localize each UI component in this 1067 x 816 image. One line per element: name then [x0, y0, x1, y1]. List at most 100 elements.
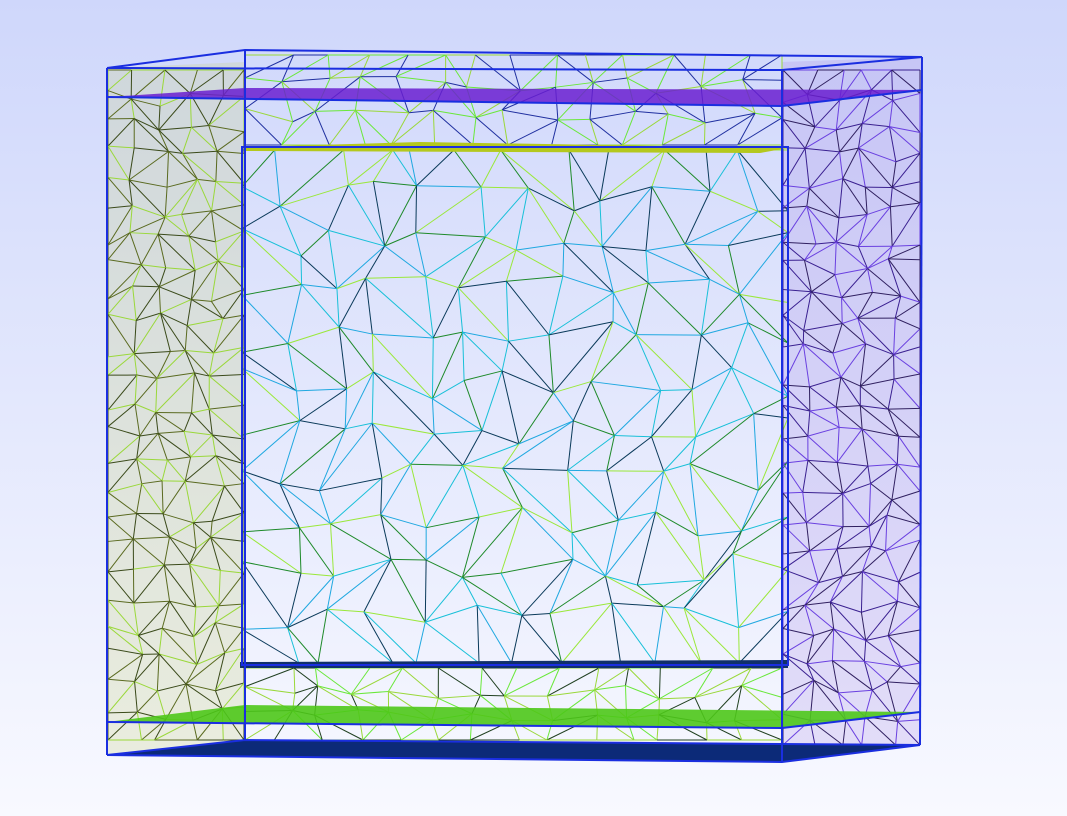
mesh-edge — [300, 572, 334, 577]
mesh-edge — [197, 179, 213, 212]
mesh-edge — [395, 54, 446, 78]
mesh-edge — [216, 150, 245, 184]
mesh-edge — [562, 243, 565, 277]
mesh-edge — [805, 147, 840, 153]
mesh-edge — [501, 109, 558, 121]
mesh-edge — [163, 564, 197, 608]
mesh-edge — [868, 499, 893, 527]
mesh-edge — [184, 350, 195, 374]
mesh-edge — [782, 314, 804, 345]
mesh-edge — [241, 149, 276, 188]
mesh-edge — [160, 299, 192, 314]
mesh-edge — [329, 523, 335, 577]
mesh-edge — [661, 114, 669, 146]
mesh-edge — [373, 371, 433, 400]
mesh-edge — [136, 690, 158, 713]
mesh-edge — [833, 628, 865, 662]
mesh-edge — [209, 404, 245, 410]
mesh-edge — [859, 405, 863, 430]
mesh-edge — [107, 145, 135, 149]
mesh-edge — [462, 332, 465, 381]
mesh-edge — [804, 576, 843, 606]
mesh-edge — [601, 246, 614, 293]
mesh-edge — [140, 264, 160, 288]
mesh-edge — [107, 374, 138, 411]
mesh-edge — [697, 530, 742, 537]
mesh-edge — [373, 180, 417, 187]
mesh-edge — [835, 241, 868, 269]
mesh-edge — [739, 232, 789, 295]
mesh-edge — [614, 435, 652, 438]
mesh-edge — [732, 530, 742, 554]
mesh-edge — [136, 435, 141, 459]
mesh-edge — [160, 313, 171, 352]
mesh-edge — [141, 480, 163, 485]
mesh-edge — [244, 667, 295, 688]
mesh-edge — [327, 230, 338, 289]
mesh-edge — [380, 514, 427, 529]
mesh-edge — [518, 420, 574, 445]
mesh-edge — [691, 335, 702, 390]
mesh-edge — [625, 685, 660, 700]
mesh-edge — [348, 149, 394, 186]
mesh-edge — [589, 110, 636, 120]
mesh-edge — [636, 584, 664, 608]
mesh-edge — [549, 559, 574, 614]
mesh-edge — [604, 576, 613, 604]
mesh-edge — [372, 371, 435, 435]
mesh-edge — [832, 352, 842, 378]
mesh-edge — [195, 536, 211, 549]
mesh-edge — [355, 109, 409, 114]
mesh-edge — [215, 455, 245, 484]
mesh-edge — [317, 685, 359, 711]
mesh-edge — [425, 559, 463, 578]
mesh-edge — [189, 69, 224, 94]
mesh-edge — [567, 470, 573, 533]
mesh-edge — [838, 689, 873, 694]
mesh-edge — [107, 205, 133, 246]
mesh-edge — [185, 350, 214, 354]
mesh-edge — [287, 343, 298, 392]
mesh-edge — [184, 456, 192, 482]
mesh-edge — [527, 187, 565, 244]
mesh-edge — [395, 54, 409, 77]
mesh-edge — [244, 77, 282, 83]
mesh-edge — [663, 579, 705, 608]
mesh-edge — [132, 205, 166, 218]
mesh-edge — [279, 420, 301, 485]
mesh-edge — [555, 81, 594, 88]
mesh-edge — [211, 210, 217, 242]
mesh-edge — [241, 627, 288, 630]
mesh-edge — [390, 558, 427, 561]
mesh-edge — [189, 548, 197, 565]
mesh-edge — [107, 711, 138, 714]
mesh-edge — [605, 575, 664, 608]
mesh-edge — [485, 236, 517, 251]
mesh-edge — [862, 123, 890, 128]
mesh-edge — [885, 515, 888, 551]
mesh-edge — [241, 561, 289, 628]
mesh-edge — [107, 232, 131, 246]
mesh-edge — [857, 295, 901, 319]
mesh-edge — [654, 606, 664, 664]
mesh-edge — [408, 149, 418, 186]
mesh-edge — [802, 460, 809, 493]
mesh-edge — [215, 181, 245, 206]
mesh-edge — [741, 460, 789, 532]
mesh-edge — [562, 275, 614, 294]
mesh-edge — [438, 667, 481, 696]
mesh-edge — [136, 458, 143, 484]
mesh-edge — [501, 341, 510, 372]
mesh-edge — [425, 236, 486, 278]
mesh-edge — [703, 530, 742, 581]
mesh-edge — [300, 230, 329, 257]
mesh-edge — [741, 667, 752, 686]
mesh-edge — [185, 683, 216, 692]
mesh-edge — [193, 522, 212, 538]
mesh-edge — [218, 603, 245, 607]
mesh-edge — [811, 274, 836, 293]
mesh-edge — [868, 483, 872, 527]
mesh-edge — [611, 602, 656, 664]
mesh-edge — [832, 343, 866, 354]
mesh-edge — [384, 185, 417, 247]
